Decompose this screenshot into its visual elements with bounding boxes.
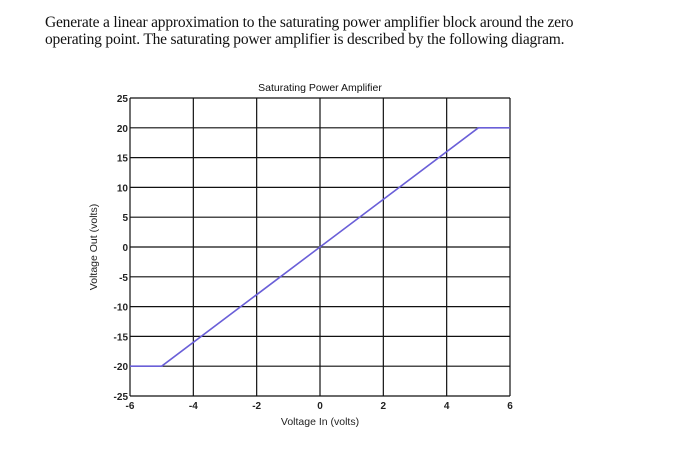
y-tick-label: 5 bbox=[122, 213, 128, 224]
chart-title: Saturating Power Amplifier bbox=[258, 82, 382, 94]
y-tick-label: 0 bbox=[122, 243, 128, 254]
x-tick-label: 0 bbox=[317, 401, 323, 412]
x-tick-label: -6 bbox=[126, 401, 135, 412]
x-tick-label: 2 bbox=[381, 401, 387, 412]
x-tick-label: -2 bbox=[252, 401, 261, 412]
problem-statement-line-1: Generate a linear approximation to the s… bbox=[45, 14, 574, 31]
x-tick-label: -4 bbox=[189, 401, 198, 412]
problem-statement-line-2: operating point. The saturating power am… bbox=[45, 31, 565, 48]
y-tick-label: -15 bbox=[114, 332, 129, 343]
y-tick-label: -10 bbox=[114, 303, 129, 314]
chart-grid bbox=[129, 97, 511, 397]
y-tick-label: -5 bbox=[119, 273, 128, 284]
problem-statement: Generate a linear approximation to the s… bbox=[45, 14, 665, 48]
x-axis-label: Voltage In (volts) bbox=[281, 416, 359, 428]
transfer-curve-line bbox=[130, 127, 510, 368]
y-tick-label: 15 bbox=[117, 154, 129, 165]
y-axis-label: Voltage Out (volts) bbox=[88, 204, 100, 290]
y-tick-label: 20 bbox=[117, 124, 129, 135]
y-tick-label: -25 bbox=[114, 392, 129, 403]
y-tick-label: 10 bbox=[117, 183, 129, 194]
y-tick-label: -20 bbox=[114, 362, 129, 373]
x-tick-label: 4 bbox=[444, 401, 450, 412]
x-axis-ticks: -6 -4 -2 0 2 4 6 bbox=[126, 401, 514, 412]
y-tick-label: 25 bbox=[117, 94, 129, 105]
y-axis-ticks: 25 20 15 10 5 0 -5 -10 -15 -20 -25 bbox=[114, 94, 129, 403]
x-tick-label: 6 bbox=[507, 401, 513, 412]
